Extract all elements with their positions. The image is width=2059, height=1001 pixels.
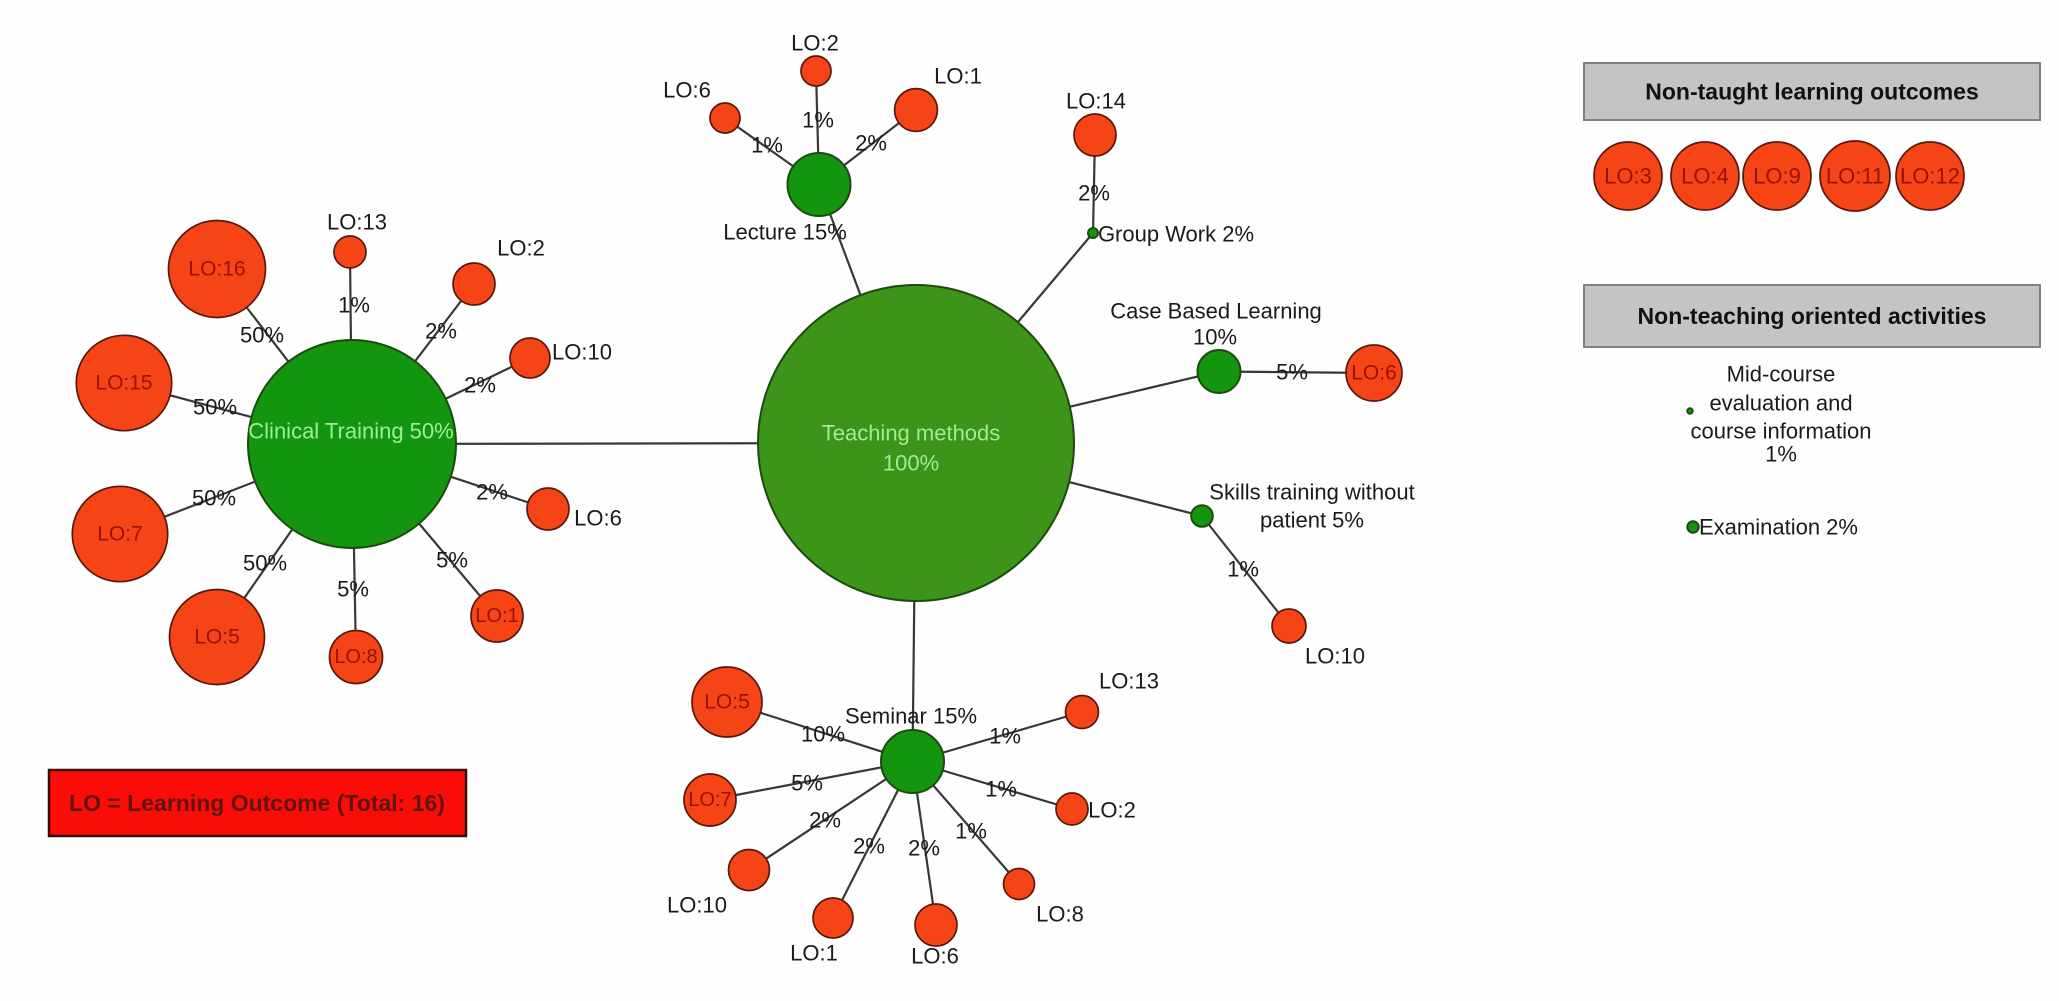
svg-text:LO:1: LO:1	[790, 941, 838, 966]
svg-text:Non-teaching oriented activiti: Non-teaching oriented activities	[1638, 303, 1987, 329]
svg-text:LO:5: LO:5	[704, 691, 750, 714]
svg-text:Examination 2%: Examination 2%	[1699, 515, 1858, 540]
svg-text:LO:10: LO:10	[1305, 644, 1365, 669]
svg-text:2%: 2%	[855, 131, 887, 156]
svg-text:LO:4: LO:4	[1681, 164, 1729, 189]
svg-text:1%: 1%	[338, 293, 370, 318]
svg-text:LO:3: LO:3	[1604, 164, 1652, 189]
svg-text:LO:16: LO:16	[188, 258, 245, 281]
svg-text:100%: 100%	[883, 451, 939, 476]
svg-text:5%: 5%	[1276, 360, 1308, 385]
svg-text:Case Based Learning: Case Based Learning	[1110, 299, 1322, 324]
svg-text:2%: 2%	[425, 319, 457, 344]
svg-text:LO:13: LO:13	[327, 210, 387, 235]
svg-text:10%: 10%	[1193, 325, 1237, 350]
svg-text:LO:7: LO:7	[97, 523, 143, 546]
svg-text:LO:9: LO:9	[1753, 164, 1801, 189]
svg-text:50%: 50%	[192, 486, 236, 511]
svg-text:evaluation and: evaluation and	[1709, 391, 1852, 416]
svg-text:Non-taught learning outcomes: Non-taught learning outcomes	[1645, 79, 1979, 105]
svg-text:2%: 2%	[464, 373, 496, 398]
svg-text:Group Work 2%: Group Work 2%	[1098, 222, 1254, 247]
svg-text:course information: course information	[1691, 419, 1872, 444]
svg-text:LO:11: LO:11	[1826, 164, 1884, 189]
svg-text:LO:2: LO:2	[497, 236, 545, 261]
svg-text:1%: 1%	[955, 819, 987, 844]
svg-text:LO:6: LO:6	[574, 506, 622, 531]
svg-text:LO:1: LO:1	[934, 64, 982, 89]
svg-text:2%: 2%	[853, 834, 885, 859]
svg-text:LO:6: LO:6	[1351, 362, 1397, 385]
svg-text:Teaching methods: Teaching methods	[822, 421, 1001, 446]
svg-text:patient 5%: patient 5%	[1260, 508, 1364, 533]
svg-text:Seminar 15%: Seminar 15%	[845, 704, 977, 729]
svg-text:1%: 1%	[802, 108, 834, 133]
svg-text:1%: 1%	[751, 133, 783, 158]
svg-text:2%: 2%	[1078, 181, 1110, 206]
svg-text:LO:15: LO:15	[95, 372, 152, 395]
svg-text:2%: 2%	[476, 480, 508, 505]
svg-text:LO:13: LO:13	[1099, 669, 1159, 694]
svg-text:Skills training without: Skills training without	[1209, 480, 1414, 505]
svg-text:LO:6: LO:6	[911, 944, 959, 969]
svg-text:LO:8: LO:8	[334, 646, 377, 668]
svg-text:Lecture 15%: Lecture 15%	[723, 220, 847, 245]
svg-text:LO:6: LO:6	[663, 78, 711, 103]
svg-text:5%: 5%	[337, 577, 369, 602]
svg-text:1%: 1%	[985, 777, 1017, 802]
svg-text:LO:7: LO:7	[688, 789, 731, 811]
svg-text:5%: 5%	[791, 771, 823, 796]
svg-text:LO:10: LO:10	[667, 893, 727, 918]
svg-text:50%: 50%	[240, 323, 284, 348]
svg-text:LO:10: LO:10	[552, 340, 612, 365]
svg-text:LO:2: LO:2	[791, 31, 839, 56]
svg-text:1%: 1%	[989, 724, 1021, 749]
svg-text:50%: 50%	[243, 551, 287, 576]
svg-text:LO:2: LO:2	[1088, 798, 1136, 823]
svg-text:1%: 1%	[1765, 442, 1797, 467]
svg-text:2%: 2%	[908, 836, 940, 861]
svg-text:LO:5: LO:5	[194, 626, 240, 649]
svg-text:50%: 50%	[193, 395, 237, 420]
svg-text:LO:8: LO:8	[1036, 902, 1084, 927]
svg-text:5%: 5%	[436, 548, 468, 573]
svg-text:LO:14: LO:14	[1066, 89, 1126, 114]
svg-text:LO:1: LO:1	[475, 605, 518, 627]
svg-text:10%: 10%	[801, 722, 845, 747]
svg-text:Mid-course: Mid-course	[1727, 362, 1836, 387]
svg-text:2%: 2%	[809, 808, 841, 833]
svg-text:Clinical Training 50%: Clinical Training 50%	[248, 419, 453, 444]
svg-text:LO = Learning Outcome (Total:: LO = Learning Outcome (Total: 16)	[69, 790, 445, 816]
svg-text:1%: 1%	[1227, 557, 1259, 582]
svg-text:LO:12: LO:12	[1900, 164, 1960, 189]
